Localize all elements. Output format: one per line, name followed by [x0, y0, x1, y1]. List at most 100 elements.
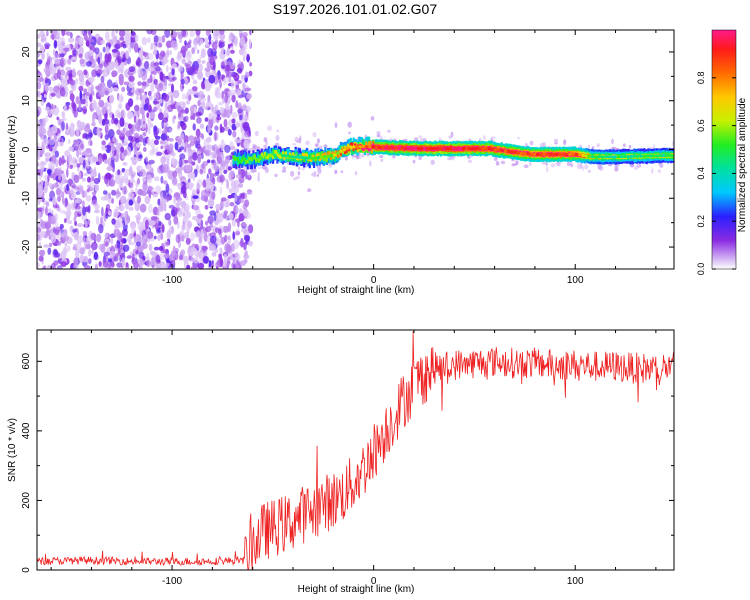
spectrogram-cell [208, 148, 212, 155]
spectrogram-cell [393, 138, 397, 142]
spectrogram-cell [51, 103, 54, 111]
spectrogram-core [565, 152, 569, 156]
spectrogram-cell [83, 33, 88, 41]
spectrogram-cell [142, 176, 146, 183]
spectrogram-band [243, 151, 246, 162]
spectrogram-cell [187, 151, 191, 157]
spectrogram-cell [118, 180, 123, 190]
spectrogram-cell [50, 109, 55, 115]
spectrogram-cell [117, 248, 121, 255]
spectrogram-cell [52, 144, 57, 154]
spectrogram-cell [369, 160, 372, 167]
spectrogram-cell [197, 213, 204, 219]
spectrogram-cell [204, 117, 209, 122]
spectrogram-cell [76, 163, 81, 168]
spectrogram-core [487, 147, 492, 151]
spectrogram-cell [48, 147, 53, 152]
spectrogram-cell [214, 131, 217, 142]
spectrogram-cell [111, 189, 117, 196]
spectrogram-cell [237, 183, 244, 188]
spectrogram-core [568, 152, 572, 156]
spectrogram-cell [191, 265, 197, 269]
spectrogram-cell [79, 247, 85, 255]
spectrogram-band [235, 156, 238, 161]
spectrogram-core [284, 154, 289, 158]
spectrogram-cell [582, 165, 584, 171]
spectrogram-cell [79, 99, 87, 105]
spectrogram-core [377, 145, 382, 149]
spectrogram-cell [109, 94, 115, 104]
spectrogram-cell [103, 195, 110, 201]
spectrogram-cell [105, 46, 110, 55]
spectrogram-cell [243, 56, 246, 62]
spectrogram-cell [237, 102, 242, 111]
spectrogram-cell [81, 177, 86, 182]
spectrogram-cell [226, 106, 231, 111]
spectrogram-cell [88, 258, 92, 265]
colorbar-gradient [711, 29, 737, 270]
spectrogram-band [348, 147, 351, 152]
spectrogram-cell [38, 89, 41, 99]
spectrogram-cell [187, 88, 194, 96]
spectrogram-cell [244, 234, 251, 242]
spectrogram-cell [244, 194, 248, 199]
spectrogram-cell [63, 218, 67, 224]
spectrogram-cell [86, 165, 90, 169]
spectrogram-cell [158, 220, 162, 227]
spectrogram-cell [226, 244, 232, 253]
spectrogram-cell [144, 195, 151, 205]
spectrogram-cell [347, 121, 352, 128]
spectrogram-cell [146, 112, 150, 119]
spectrogram-cell [37, 262, 40, 268]
spectrogram-cell [495, 161, 500, 166]
spectrogram-cell [236, 259, 239, 264]
spectrogram-cell [290, 170, 295, 177]
y-tick-label: 0 [21, 146, 32, 152]
spectrogram-cell [233, 72, 240, 82]
spectrogram-cell [214, 125, 219, 131]
spectrogram-cell [177, 120, 181, 129]
spectrogram-cell [137, 195, 141, 204]
spectrogram-cell [102, 260, 109, 268]
spectrogram-cell [98, 172, 101, 183]
spectrogram-cell [376, 131, 381, 136]
spectrogram-cell [98, 114, 102, 125]
spectrogram-band [366, 146, 369, 151]
spectrogram-cell [630, 163, 635, 168]
spectrogram-cell [192, 205, 200, 211]
spectrogram-cell [354, 171, 358, 176]
spectrogram-cell [197, 99, 201, 107]
spectrogram-cell [88, 95, 92, 101]
spectrogram-cell [76, 148, 80, 158]
spectrogram-cell [42, 138, 49, 147]
spectrogram-cell [147, 125, 151, 135]
spectrogram-cell [90, 232, 97, 241]
spectrogram-cell [111, 198, 114, 204]
spectrogram-cell [44, 76, 48, 83]
spectrogram-marks [37, 30, 674, 269]
spectrogram-cell [65, 66, 72, 71]
spectrogram-core [526, 152, 530, 156]
spectrogram-cell [52, 30, 58, 36]
spectrogram-cell [165, 196, 169, 203]
spectrogram-core [390, 146, 395, 150]
spectrogram-cell [111, 113, 115, 120]
spectrogram-cell [128, 199, 134, 206]
spectrogram-cell [67, 220, 73, 225]
spectrogram-cell [195, 136, 200, 142]
spectrogram-cell [104, 124, 109, 135]
spectrogram-cell [141, 81, 147, 87]
spectrogram-band [259, 156, 262, 160]
spectrogram-cell [157, 234, 161, 242]
spectrogram-band [318, 157, 321, 162]
spectrogram-cell [163, 253, 170, 259]
spectrogram-band [279, 155, 282, 159]
spectrogram-cell [143, 234, 147, 240]
spectrogram-cell [135, 142, 142, 148]
spectrogram-cell [37, 109, 40, 118]
spectrogram-cell [149, 95, 153, 101]
spectrogram-cell [223, 118, 228, 128]
spectrogram-cell [176, 200, 181, 207]
spectrogram-cell [171, 157, 175, 165]
spectrogram-cell [112, 87, 119, 92]
